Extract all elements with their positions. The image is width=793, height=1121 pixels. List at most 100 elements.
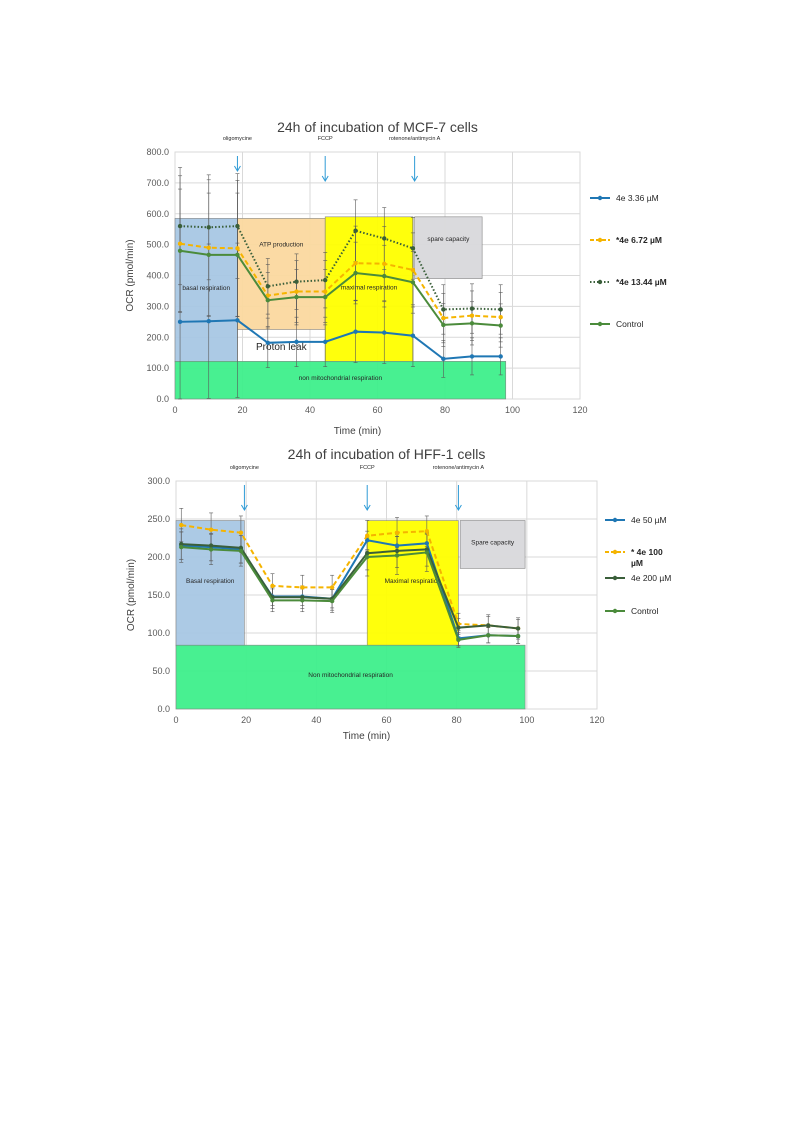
data-point xyxy=(424,528,430,534)
data-point xyxy=(206,225,211,230)
data-point xyxy=(441,307,446,312)
chart-title: 24h of incubation of MCF-7 cells xyxy=(277,119,478,135)
data-point xyxy=(515,626,521,631)
y-tick-label: 300.0 xyxy=(146,301,169,311)
data-point xyxy=(300,598,305,603)
data-point xyxy=(206,252,211,258)
region-label: ATP production xyxy=(259,241,304,248)
data-point xyxy=(177,248,183,253)
data-point xyxy=(208,527,214,532)
legend-label-line: * 4e 100 xyxy=(631,547,663,557)
data-point xyxy=(441,322,446,328)
legend-label: *4e 13.44 µM xyxy=(616,277,667,287)
y-tick-label: 150.0 xyxy=(147,590,170,600)
data-point xyxy=(382,273,387,279)
y-tick-label: 100.0 xyxy=(147,628,170,638)
y-tick-label: 50.0 xyxy=(152,666,170,676)
data-point xyxy=(424,547,430,552)
legend-label: *4e 6.72 µM xyxy=(616,235,662,245)
hff1-ocr-chart: 24h of incubation of HFF-1 cells 0.0 50.0 1… xyxy=(0,440,793,755)
x-tick-label: 100 xyxy=(519,715,534,725)
series-line xyxy=(181,539,519,640)
data-point xyxy=(424,541,430,546)
data-point xyxy=(469,321,475,326)
data-point xyxy=(322,294,328,300)
data-point xyxy=(365,538,370,543)
data-point xyxy=(498,314,503,320)
injection-label: FCCP xyxy=(318,136,333,142)
y-tick-label: 700.0 xyxy=(146,178,169,188)
region-box xyxy=(237,218,326,330)
data-point xyxy=(179,541,184,547)
x-tick-label: 0 xyxy=(173,715,178,725)
data-point xyxy=(469,306,475,311)
injection-arrowhead xyxy=(234,165,241,172)
legend-label: Control xyxy=(616,319,644,329)
data-point xyxy=(300,585,305,590)
data-point xyxy=(265,293,271,298)
y-axis-label: OCR (pmol/min) xyxy=(126,559,137,631)
legend-label: 4e 3.36 µM xyxy=(616,193,659,203)
data-point xyxy=(498,323,503,328)
data-point xyxy=(456,637,461,643)
legend-label: 4e 50 µM xyxy=(631,515,667,525)
x-axis-label: Time (min) xyxy=(334,426,381,437)
data-point xyxy=(270,583,275,589)
data-point xyxy=(177,241,183,246)
data-point xyxy=(294,289,299,294)
data-point xyxy=(498,307,503,312)
series-line xyxy=(179,249,501,327)
data-point xyxy=(238,545,244,551)
data-point xyxy=(206,318,211,324)
region-label: Basal respiration xyxy=(186,578,235,585)
data-point xyxy=(179,544,184,550)
data-point xyxy=(394,548,400,554)
data-point xyxy=(498,354,503,359)
injection-arrowhead xyxy=(363,504,371,511)
data-point xyxy=(441,315,446,321)
legend-marker xyxy=(597,279,603,285)
region-label: Maximal respiration xyxy=(385,578,442,585)
y-tick-label: 0.0 xyxy=(156,394,169,404)
legend-label: 4e 200 µM xyxy=(631,573,671,583)
injection-label: oligomycine xyxy=(230,465,259,471)
data-point xyxy=(410,280,416,285)
region-label: spare capacity xyxy=(427,236,470,243)
data-point xyxy=(294,339,299,345)
y-tick-label: 100.0 xyxy=(146,363,169,373)
data-point xyxy=(486,623,491,628)
data-point xyxy=(322,277,328,283)
x-tick-label: 120 xyxy=(589,715,604,725)
x-tick-label: 40 xyxy=(305,405,315,415)
data-point xyxy=(329,598,335,604)
data-point xyxy=(238,548,244,554)
data-point xyxy=(179,522,184,528)
legend-marker xyxy=(612,575,618,581)
x-tick-label: 20 xyxy=(241,715,251,725)
data-point xyxy=(235,223,240,229)
y-tick-label: 200.0 xyxy=(146,332,169,342)
legend-marker xyxy=(597,321,603,327)
data-point xyxy=(235,318,240,323)
data-point xyxy=(382,330,387,335)
series-line xyxy=(181,546,519,641)
data-point xyxy=(300,595,305,600)
region-label: non mitochondrial respiration xyxy=(299,375,383,382)
data-point xyxy=(353,270,358,276)
y-axis-label: OCR (pmol/min) xyxy=(125,239,136,311)
data-point xyxy=(270,598,275,603)
data-point xyxy=(394,553,400,558)
legend-label: * 4e 100 µM xyxy=(631,547,663,568)
data-point xyxy=(410,267,416,273)
x-tick-label: 60 xyxy=(372,405,382,415)
x-tick-label: 40 xyxy=(311,715,321,725)
region-box xyxy=(414,216,483,279)
series-line xyxy=(180,319,501,360)
x-tick-label: 0 xyxy=(172,405,177,415)
data-point xyxy=(235,252,240,258)
data-point xyxy=(206,245,211,250)
chart-title: 24h of incubation of HFF-1 cells xyxy=(288,446,486,462)
data-point xyxy=(353,260,358,266)
data-point xyxy=(394,543,400,548)
y-tick-label: 800.0 xyxy=(146,147,169,157)
